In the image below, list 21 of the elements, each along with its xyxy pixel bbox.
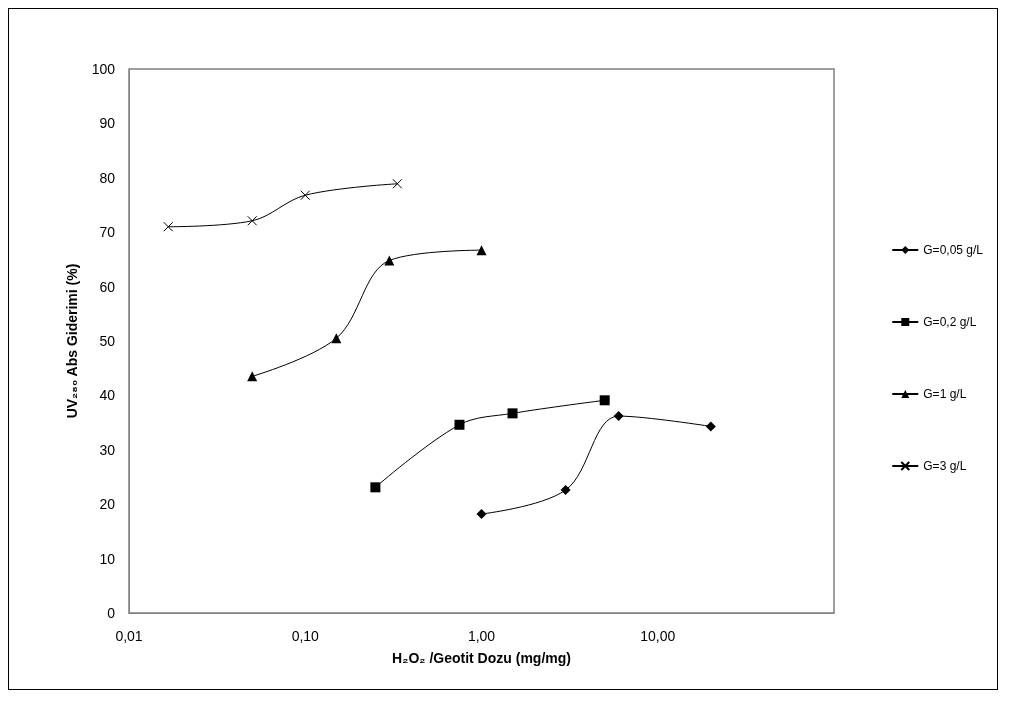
y-tick-label: 70	[99, 224, 116, 241]
legend-label: G=0,2 g/L	[923, 315, 977, 329]
y-tick-label: 90	[99, 115, 116, 132]
y-tick-label: 100	[91, 61, 116, 77]
y-tick-label: 50	[99, 333, 116, 349]
y-axis-title: UV₂₈₀ Abs Giderimi (%)	[64, 263, 80, 419]
y-tick-label: 0	[107, 605, 116, 621]
y-tick-label: 20	[99, 496, 116, 513]
x-axis-title: H₂O₂ /Geotit Dozu (mg/mg)	[392, 650, 571, 666]
y-tick-label: 60	[99, 278, 116, 295]
y-tick-label: 30	[99, 441, 116, 458]
x-tick-label: 1,00	[467, 628, 496, 644]
legend-label: G=0,05 g/L	[923, 243, 984, 257]
y-tick-label: 10	[99, 550, 116, 567]
x-tick-label: 0,10	[291, 628, 320, 644]
y-tick-label: 80	[99, 169, 116, 186]
x-tick-label: 10,00	[640, 628, 676, 644]
legend-label: G=3 g/L	[923, 459, 967, 473]
x-tick-label: 0,01	[115, 628, 143, 644]
y-tick-label: 40	[99, 387, 116, 404]
legend-label: G=1 g/L	[923, 387, 967, 401]
